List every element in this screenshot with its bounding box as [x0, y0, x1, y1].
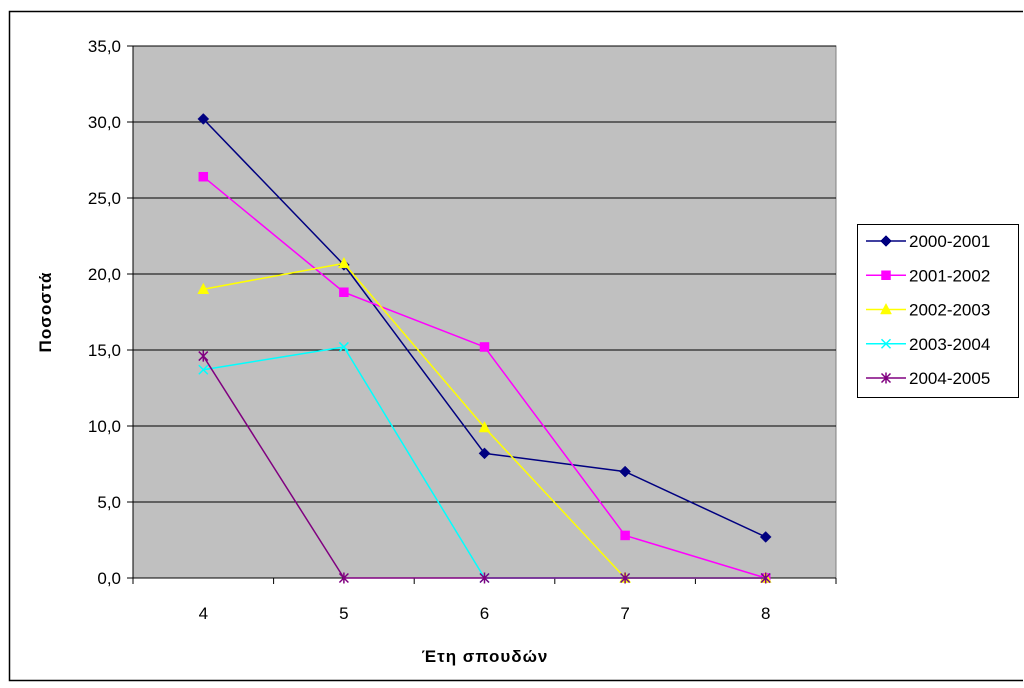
- x-tick-label: 8: [761, 604, 770, 623]
- x-tick-label: 4: [199, 604, 208, 623]
- data-point: [339, 287, 349, 297]
- triangle-marker-shape: [197, 282, 210, 294]
- legend-label: 2002-2003: [909, 301, 990, 320]
- data-point: [620, 572, 631, 584]
- y-tick-label: 20,0: [88, 265, 121, 284]
- x-marker-shape: [880, 338, 892, 349]
- asterisk-marker-shape: [620, 572, 631, 584]
- diamond-marker-shape: [197, 113, 210, 125]
- x-marker-shape: [338, 341, 349, 352]
- square-marker-shape: [198, 171, 209, 182]
- square-marker-shape: [881, 270, 891, 280]
- asterisk-marker-shape: [198, 350, 209, 362]
- legend-marker: [881, 270, 891, 280]
- legend-marker: [880, 302, 892, 315]
- x-tick-label: 6: [480, 604, 489, 623]
- data-point: [198, 171, 209, 182]
- triangle-marker-shape: [478, 420, 491, 433]
- series-layer: [197, 113, 772, 584]
- data-point: [620, 530, 630, 541]
- data-point: [479, 572, 490, 584]
- y-tick-label: 0,0: [97, 569, 121, 588]
- legend-label: 2000-2001: [909, 232, 990, 251]
- x-tick-label: 5: [339, 604, 348, 623]
- triangle-marker-shape: [337, 256, 350, 269]
- data-point: [619, 465, 631, 478]
- y-tick-label: 35,0: [88, 37, 121, 56]
- legend-entry: 2004-2005: [866, 369, 990, 388]
- plot-area: [132, 45, 837, 579]
- y-tick-label: 15,0: [88, 341, 121, 360]
- y-tick-label: 5,0: [97, 493, 121, 512]
- diamond-marker-shape: [478, 447, 491, 460]
- y-tick-label: 10,0: [88, 417, 121, 436]
- legend-label: 2003-2004: [909, 335, 990, 354]
- asterisk-marker-shape: [880, 372, 892, 384]
- legend-entry: 2002-2003: [866, 301, 990, 320]
- diamond-marker-shape: [619, 465, 631, 478]
- y-tick-label: 30,0: [88, 113, 121, 132]
- square-marker-shape: [339, 287, 349, 297]
- square-marker-shape: [620, 530, 630, 541]
- data-point: [479, 342, 490, 352]
- y-tick-label: 25,0: [88, 189, 121, 208]
- diamond-marker-shape: [880, 235, 892, 247]
- data-point: [338, 341, 349, 352]
- triangle-marker-shape: [880, 302, 892, 315]
- asterisk-marker-shape: [479, 572, 490, 584]
- legend-entry: 2003-2004: [866, 335, 990, 354]
- data-point: [198, 350, 209, 362]
- chart-border: [8, 10, 1023, 682]
- asterisk-marker-shape: [338, 572, 349, 584]
- y-axis: 0,0 5,0 10,0 15,0 20,0 25,0 30,0 35,0: [88, 37, 134, 588]
- legend-marker: [880, 372, 892, 384]
- x-axis-title: Έτη σπουδών: [422, 647, 549, 666]
- asterisk-marker-shape: [760, 572, 771, 584]
- data-point: [478, 447, 491, 460]
- data-point: [759, 531, 772, 543]
- legend-label: 2004-2005: [909, 369, 990, 388]
- y-axis-title: Ποσοστά: [36, 272, 55, 353]
- diamond-marker-shape: [759, 531, 772, 543]
- data-point: [338, 572, 349, 584]
- legend-entry: 2001-2002: [866, 266, 990, 285]
- x-tick-label: 7: [620, 604, 629, 623]
- legend-marker: [880, 338, 892, 349]
- legend: 2000-2001 2001-2002 2002-2003 2003-2004 2004…: [857, 224, 1019, 398]
- data-point: [198, 364, 209, 375]
- legend-entry: 2000-2001: [866, 232, 990, 251]
- data-point: [197, 113, 210, 125]
- legend-marker: [880, 235, 892, 247]
- data-point: [760, 572, 771, 584]
- data-point: [478, 420, 491, 433]
- series-2004-2005: [198, 350, 771, 584]
- square-marker-shape: [479, 342, 490, 352]
- legend-label: 2001-2002: [909, 266, 990, 285]
- data-point: [197, 282, 210, 294]
- x-marker-shape: [198, 364, 209, 375]
- data-point: [337, 256, 350, 269]
